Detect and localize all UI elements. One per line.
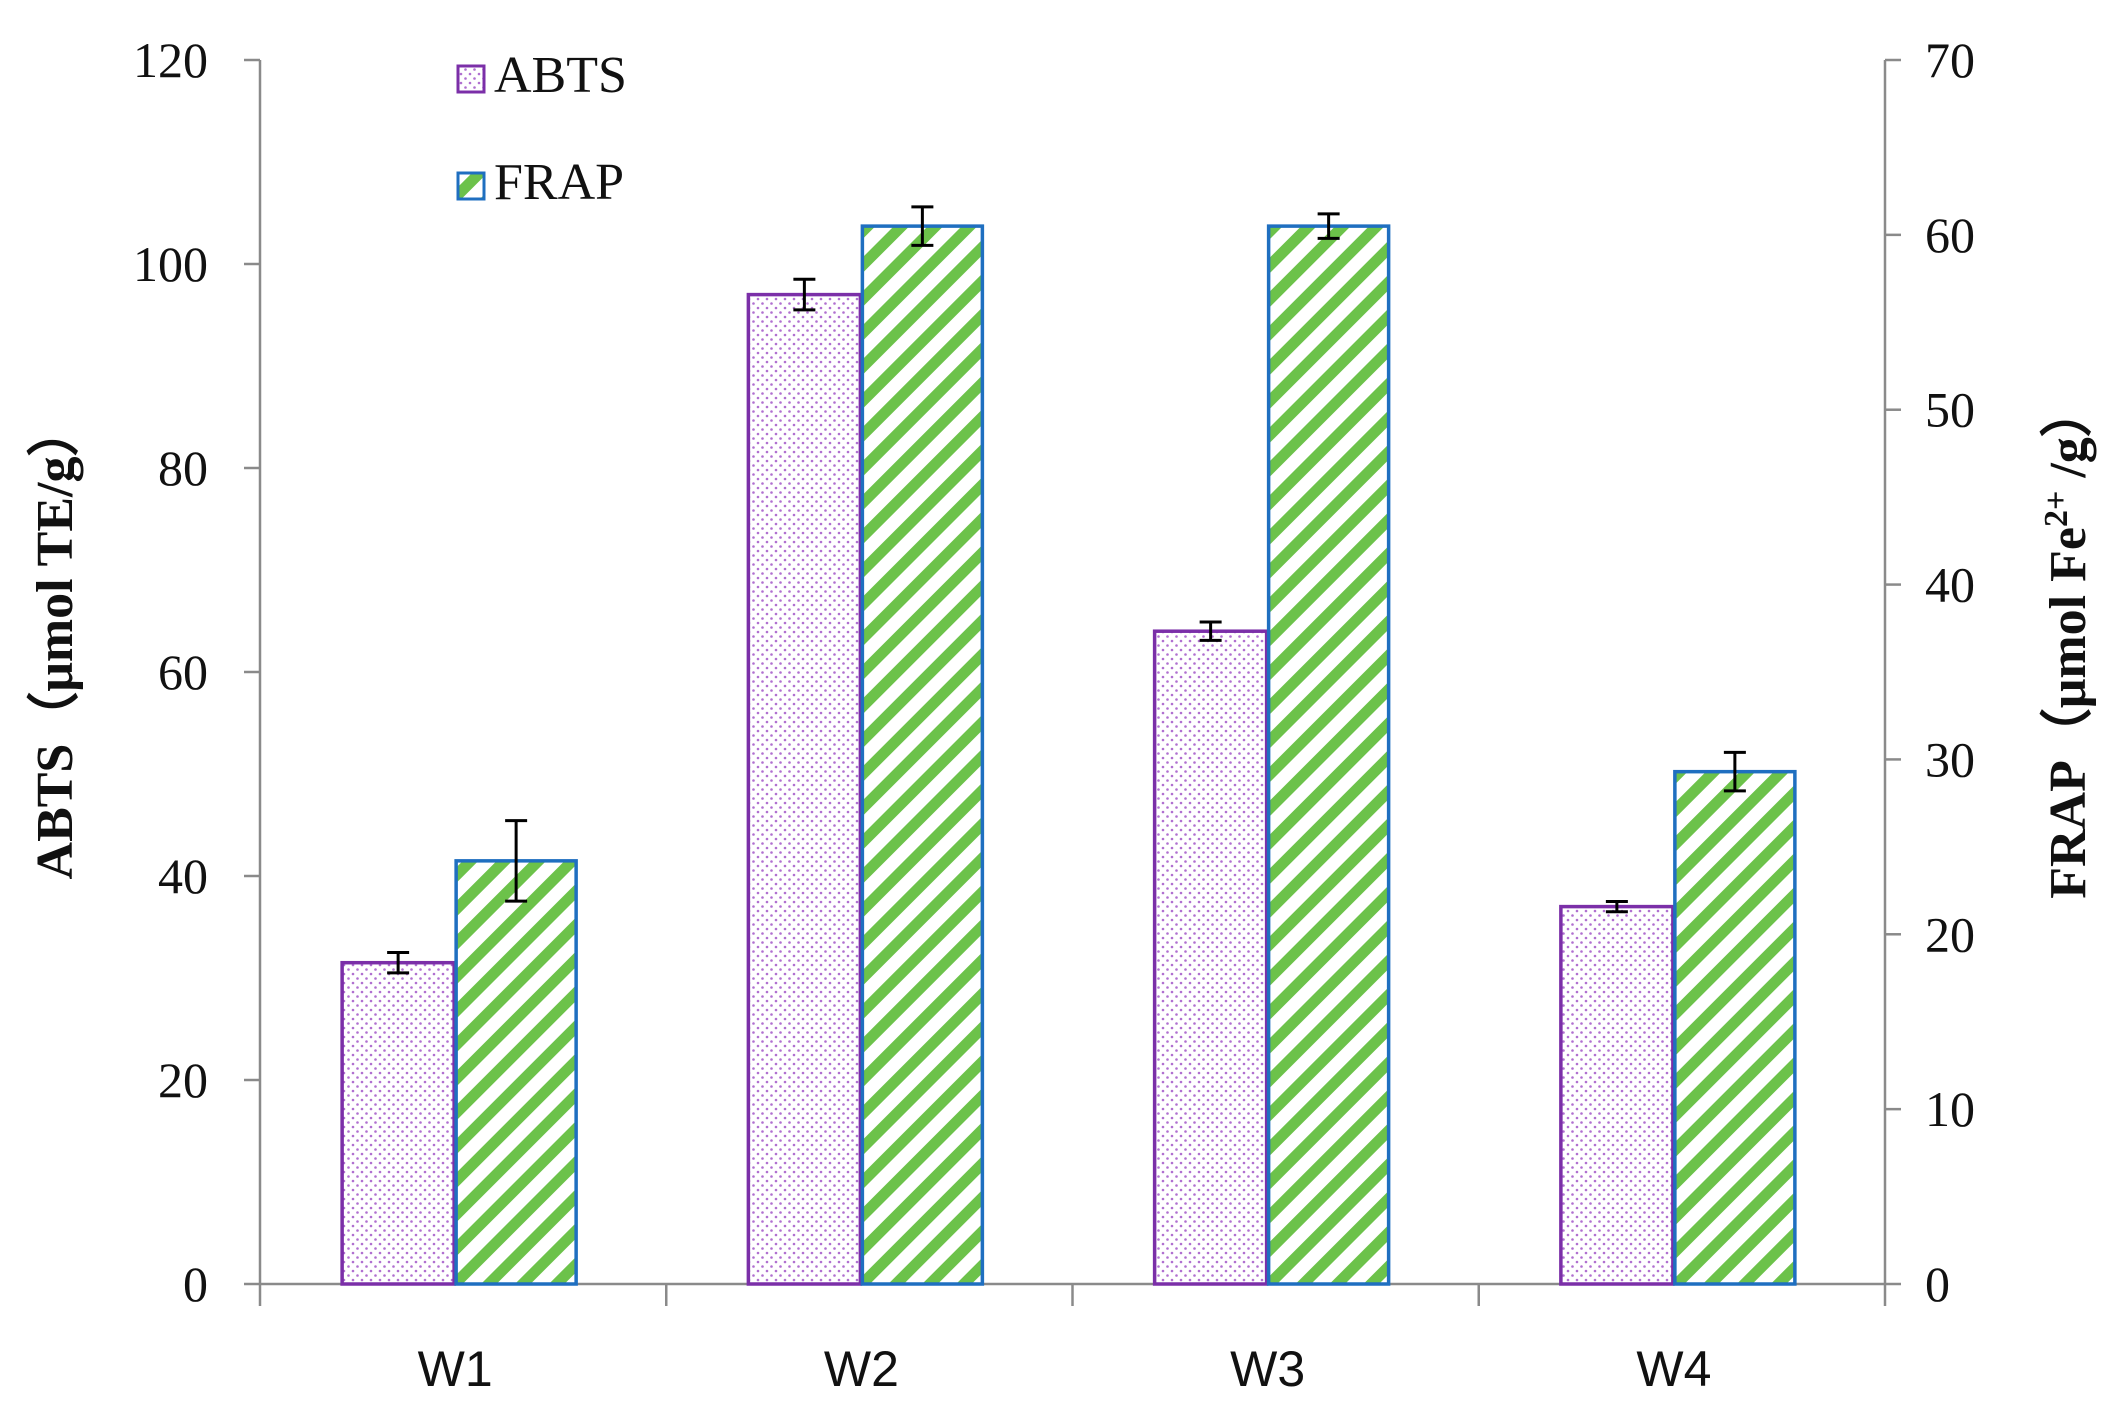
error-bars xyxy=(387,205,1746,975)
left-tick-label: 100 xyxy=(133,236,208,292)
left-tick-label: 80 xyxy=(158,440,208,496)
left-tick-label: 120 xyxy=(133,32,208,88)
right-tick-label: 40 xyxy=(1925,557,1975,613)
right-axis-title-suffix: /g） xyxy=(2039,385,2097,490)
right-tick-label: 50 xyxy=(1925,382,1975,438)
legend-label-frap: FRAP xyxy=(494,154,624,211)
left-tick-label: 60 xyxy=(158,644,208,700)
bar-frap xyxy=(1673,769,1797,1286)
bars xyxy=(340,224,1797,1286)
left-tick-label: 0 xyxy=(183,1256,208,1312)
left-tick-label: 40 xyxy=(158,848,208,904)
bar-frap xyxy=(454,859,578,1286)
right-tick-label: 70 xyxy=(1925,32,1975,88)
legend-swatch-frap xyxy=(456,171,486,201)
bar-abts xyxy=(1559,904,1675,1286)
bar-frap xyxy=(1266,224,1391,1286)
right-tick-label: 0 xyxy=(1925,1256,1950,1312)
right-axis-title-sup: 2+ xyxy=(2038,491,2075,527)
right-tick-label: 30 xyxy=(1925,731,1975,787)
right-tick-label: 20 xyxy=(1925,906,1975,962)
legend: ABTS FRAP xyxy=(456,47,627,211)
bar-abts xyxy=(340,960,456,1286)
x-tick-label: W4 xyxy=(1636,1341,1711,1397)
x-tick-label: W3 xyxy=(1230,1341,1305,1397)
right-tick-label: 10 xyxy=(1925,1081,1975,1137)
legend-swatch-abts xyxy=(456,64,486,94)
x-tick-label: W2 xyxy=(824,1341,899,1397)
right-axis-title-prefix: FRAP（μmol Fe xyxy=(2039,527,2097,899)
bar-abts xyxy=(746,292,863,1286)
bar-frap xyxy=(860,224,985,1286)
right-tick-label: 60 xyxy=(1925,207,1975,263)
bar-abts xyxy=(1152,629,1269,1286)
x-tick-label: W1 xyxy=(418,1341,493,1397)
legend-label-abts: ABTS xyxy=(494,47,627,104)
right-axis-title: FRAP（μmol Fe2+ /g） xyxy=(2038,385,2098,899)
axis-labels: 0 20 40 60 80 100 120 0 10 20 30 40 50 60 70 W1 W2 W3 W4 AB… xyxy=(26,32,2097,1397)
left-axis-title: ABTS（μmol TE/g） xyxy=(26,405,84,880)
left-tick-label: 20 xyxy=(158,1052,208,1108)
